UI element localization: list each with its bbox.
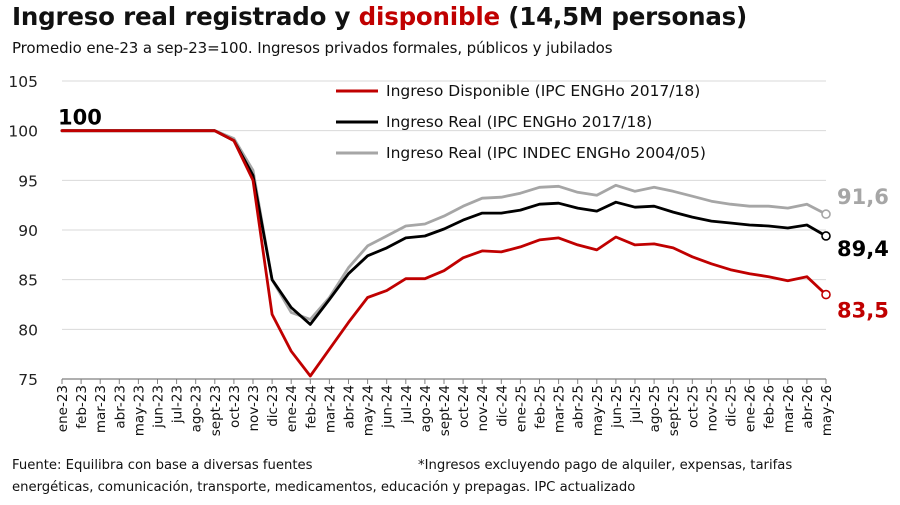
y-tick-label: 95 [18, 172, 38, 190]
x-tick-label: oct-24 [456, 385, 472, 428]
x-tick-label: nov-25 [704, 385, 720, 432]
legend-label: Ingreso Disponible (IPC ENGHo 2017/18) [386, 82, 700, 100]
footer-source: Fuente: Equilibra con base a diversas fu… [12, 458, 313, 473]
data-label: 100 [58, 106, 102, 130]
x-tick-label: ene-23 [55, 385, 71, 432]
x-tick-label: mar-26 [781, 385, 797, 433]
x-tick-label: abr-26 [800, 385, 816, 429]
data-label: 83,5 [837, 299, 889, 323]
x-tick-label: dic-24 [494, 385, 510, 427]
data-label: 91,6 [837, 185, 889, 209]
title-highlight: disponible [358, 2, 500, 31]
x-tick-label: jun-24 [380, 385, 396, 429]
y-tick-label: 90 [18, 222, 38, 240]
x-tick-label: abr-25 [571, 385, 587, 429]
chart-title: Ingreso real registrado y disponible (14… [12, 2, 747, 31]
x-tick-label: dic-25 [724, 385, 740, 427]
x-tick-label: jul-25 [628, 385, 644, 424]
x-tick-label: feb-25 [533, 385, 549, 429]
footer-note-line1: *Ingresos excluyendo pago de alquiler, e… [418, 458, 793, 473]
legend-label: Ingreso Real (IPC INDEC ENGHo 2004/05) [386, 144, 706, 162]
x-tick-label: oct-25 [685, 385, 701, 428]
x-tick-label: abr-23 [112, 385, 128, 429]
legend-label: Ingreso Real (IPC ENGHo 2017/18) [386, 113, 652, 131]
x-tick-label: oct-23 [227, 385, 243, 428]
x-tick-label: ago-24 [418, 385, 434, 432]
x-tick-label: mar-25 [552, 385, 568, 433]
x-tick-label: ene-25 [513, 385, 529, 432]
x-tick-label: dic-23 [265, 385, 281, 427]
title-part1: Ingreso real registrado y [12, 2, 359, 31]
x-tick-label: nov-24 [475, 385, 491, 432]
x-tick-label: jun-23 [151, 385, 167, 429]
y-tick-label: 100 [8, 123, 38, 141]
footer-note-line2: energéticas, comunicación, transporte, m… [12, 480, 636, 495]
series-end-marker [821, 209, 831, 219]
x-tick-label: feb-23 [74, 385, 90, 429]
x-tick-label: may-23 [131, 385, 147, 436]
x-tick-label: may-25 [590, 385, 606, 436]
y-tick-label: 75 [18, 371, 38, 389]
x-tick-label: ene-26 [743, 385, 759, 432]
x-tick-label: nov-23 [246, 385, 262, 432]
x-tick-label: mar-23 [93, 385, 109, 433]
title-part2: (14,5M personas) [499, 2, 748, 31]
series-line [60, 129, 828, 378]
x-tick-label: sept-25 [666, 385, 682, 436]
x-tick-label: feb-26 [762, 385, 778, 429]
x-tick-label: sept-24 [437, 385, 453, 436]
x-tick-label: jun-25 [609, 385, 625, 429]
x-tick-label: ago-25 [647, 385, 663, 432]
series-end-marker [821, 231, 831, 241]
x-tick-label: jul-24 [399, 385, 415, 424]
x-tick-label: mar-24 [322, 385, 338, 433]
x-tick-label: ago-23 [189, 385, 205, 432]
x-tick-label: may-24 [361, 385, 377, 436]
data-label: 89,4 [837, 237, 889, 261]
x-tick-label: ene-24 [284, 385, 300, 432]
x-tick-label: may-26 [819, 385, 835, 436]
y-tick-label: 80 [18, 321, 38, 339]
y-tick-label: 85 [18, 272, 38, 290]
x-tick-label: feb-24 [303, 385, 319, 429]
x-tick-label: jul-23 [170, 385, 186, 424]
x-tick-label: sept-23 [208, 385, 224, 436]
chart-subtitle: Promedio ene-23 a sep-23=100. Ingresos p… [12, 39, 613, 57]
series-end-marker [821, 289, 831, 300]
x-tick-label: abr-24 [342, 385, 358, 429]
y-tick-label: 105 [8, 73, 38, 91]
